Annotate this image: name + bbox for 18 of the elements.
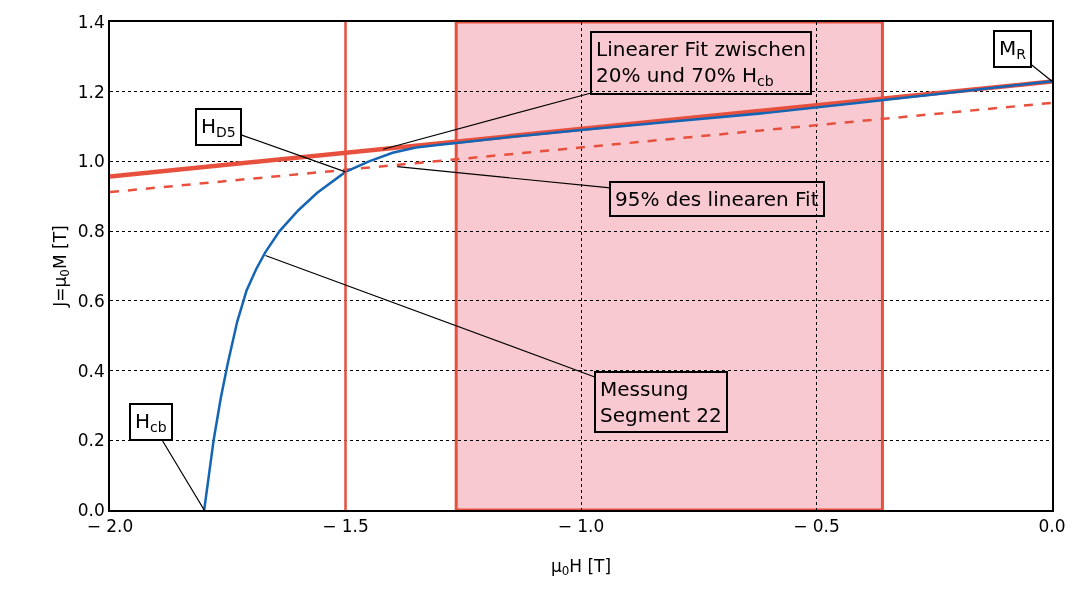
annotation: H$_{cb}$ xyxy=(135,409,167,436)
x-tick-label: − 0.5 xyxy=(793,516,840,537)
y-tick-label: 0.8 xyxy=(77,221,105,242)
annotation: H$_{D5}$ xyxy=(201,114,236,141)
annotation: Messung Segment 22 xyxy=(600,377,722,427)
x-axis-title: μ$_{0}$H [T] xyxy=(550,555,612,579)
annotation: Linearer Fit zwischen 20% und 70% H$_{cb}$ xyxy=(596,37,806,90)
y-tick-label: 1.4 xyxy=(77,11,105,32)
x-tick-label: − 1.5 xyxy=(322,516,369,537)
annotation: M$_{R}$ xyxy=(999,36,1027,63)
x-tick-label: − 1.0 xyxy=(557,516,605,537)
y-tick-label: 0.6 xyxy=(77,290,105,311)
y-tick-label: 1.2 xyxy=(77,81,105,102)
y-tick-label: 1.0 xyxy=(77,151,105,172)
y-tick-label: 0.4 xyxy=(77,360,105,381)
x-tick-label: 0.0 xyxy=(1038,516,1066,537)
annotation: 95% des linearen Fit xyxy=(615,187,819,211)
y-tick-label: 0.2 xyxy=(77,430,105,451)
